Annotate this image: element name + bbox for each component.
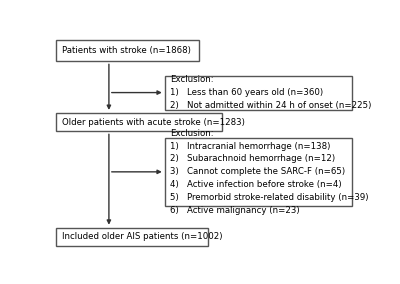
FancyBboxPatch shape <box>56 39 199 61</box>
Text: Exclusion:
1)   Intracranial hemorrhage (n=138)
2)   Subarachnoid hemorrhage (n=: Exclusion: 1) Intracranial hemorrhage (n… <box>170 129 369 215</box>
FancyBboxPatch shape <box>56 113 222 131</box>
Text: Older patients with acute stroke (n=1283): Older patients with acute stroke (n=1283… <box>62 118 245 127</box>
Text: Patients with stroke (n=1868): Patients with stroke (n=1868) <box>62 46 191 55</box>
Text: Exclusion:
1)   Less than 60 years old (n=360)
2)   Not admitted within 24 h of : Exclusion: 1) Less than 60 years old (n=… <box>170 75 372 110</box>
FancyBboxPatch shape <box>56 227 208 246</box>
Text: Included older AIS patients (n=1002): Included older AIS patients (n=1002) <box>62 232 222 241</box>
FancyBboxPatch shape <box>165 76 352 110</box>
FancyBboxPatch shape <box>165 138 352 206</box>
